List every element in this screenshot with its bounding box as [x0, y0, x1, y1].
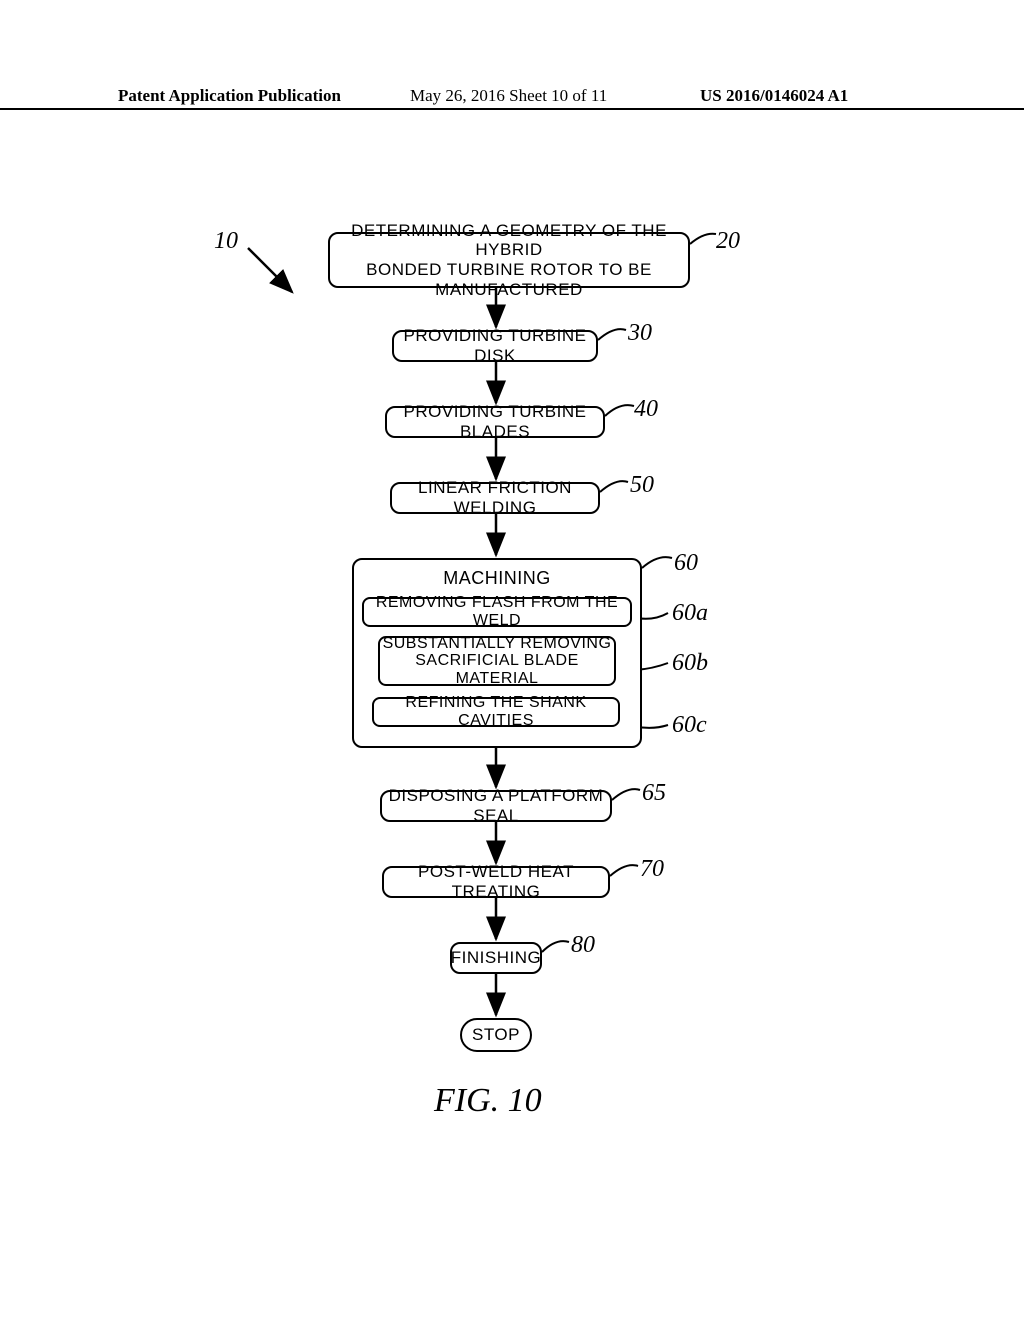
box-60a-text: REMOVING FLASH FROM THE WELD: [364, 594, 630, 629]
box-50-text: LINEAR FRICTION WELDING: [392, 478, 598, 517]
box-stop-text: STOP: [472, 1025, 520, 1045]
label-40: 40: [634, 396, 658, 423]
box-20: DETERMINING A GEOMETRY OF THE HYBRID BON…: [328, 232, 690, 288]
box-70-text: POST-WELD HEAT TREATING: [384, 862, 608, 901]
box-60c: REFINING THE SHANK CAVITIES: [372, 697, 620, 727]
box-60a: REMOVING FLASH FROM THE WELD: [362, 597, 632, 627]
box-40: PROVIDING TURBINE BLADES: [385, 406, 605, 438]
label-20: 20: [716, 228, 740, 255]
box-stop: STOP: [460, 1018, 532, 1052]
box-60b-text: SUBSTANTIALLY REMOVING SACRIFICIAL BLADE…: [380, 635, 614, 688]
box-80: FINISHING: [450, 942, 542, 974]
box-65-text: DISPOSING A PLATFORM SEAL: [382, 786, 610, 825]
label-50: 50: [630, 472, 654, 499]
box-30: PROVIDING TURBINE DISK: [392, 330, 598, 362]
label-60: 60: [674, 550, 698, 577]
box-30-text: PROVIDING TURBINE DISK: [394, 326, 596, 365]
figure-label: FIG. 10: [434, 1082, 542, 1120]
label-60b: 60b: [672, 650, 708, 677]
box-60b: SUBSTANTIALLY REMOVING SACRIFICIAL BLADE…: [378, 636, 616, 686]
box-70: POST-WELD HEAT TREATING: [382, 866, 610, 898]
label-80: 80: [571, 932, 595, 959]
box-50: LINEAR FRICTION WELDING: [390, 482, 600, 514]
box-80-text: FINISHING: [451, 948, 541, 968]
entry-label: 10: [214, 228, 238, 255]
label-60a: 60a: [672, 600, 708, 627]
box-60c-text: REFINING THE SHANK CAVITIES: [374, 694, 618, 729]
label-65: 65: [642, 780, 666, 807]
box-40-text: PROVIDING TURBINE BLADES: [387, 402, 603, 441]
box-65: DISPOSING A PLATFORM SEAL: [380, 790, 612, 822]
label-60c: 60c: [672, 712, 707, 739]
box-60-title: MACHINING: [443, 568, 551, 589]
flowchart: 10: [0, 0, 1024, 1320]
box-20-text: DETERMINING A GEOMETRY OF THE HYBRID BON…: [330, 221, 688, 299]
label-30: 30: [628, 320, 652, 347]
page: Patent Application Publication May 26, 2…: [0, 0, 1024, 1320]
label-70: 70: [640, 856, 664, 883]
